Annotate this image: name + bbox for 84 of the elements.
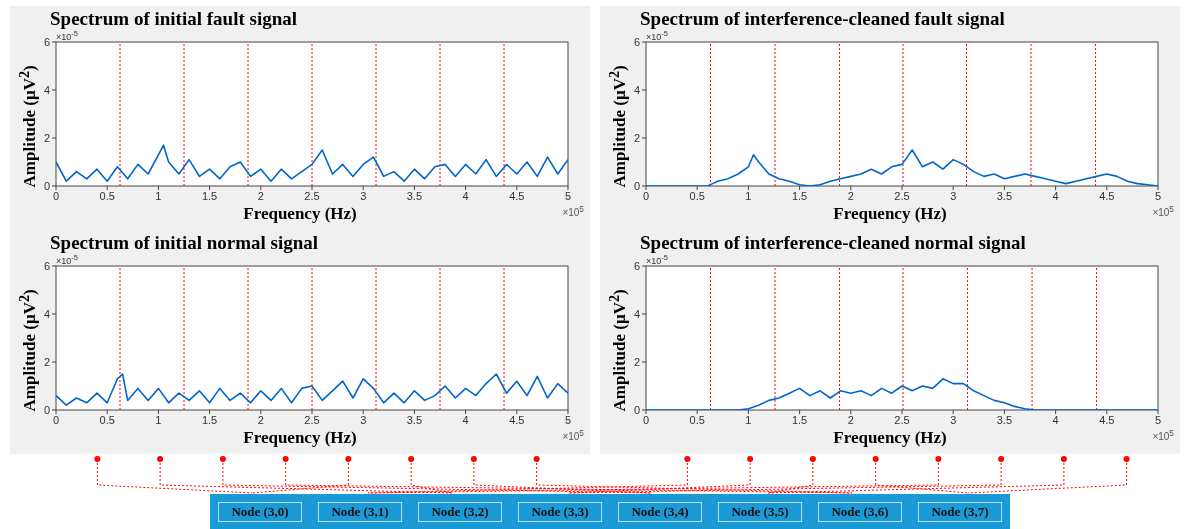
category-label: Node (3,2) xyxy=(418,502,502,522)
annotation: ×10$^{-5}$ xyxy=(646,253,668,266)
chart-title: Spectrum of initial fault signal xyxy=(50,8,298,30)
y-tick-label: 6 xyxy=(633,259,640,272)
x-tick-label: 2 xyxy=(257,189,264,202)
x-tick-label: 0 xyxy=(642,413,650,426)
x-tick-label: 2 xyxy=(847,413,854,426)
text: ×10$^{5}$ xyxy=(1152,204,1174,219)
y-tick-label: 6 xyxy=(43,35,50,48)
y-tick-label: 4 xyxy=(43,307,50,320)
y-tick-label: 6 xyxy=(633,35,640,48)
y-tick-label: 2 xyxy=(633,355,640,368)
x-tick-label: 3 xyxy=(950,413,957,426)
x-tick-label: 3 xyxy=(360,189,367,202)
x-tick-label: 4 xyxy=(1052,413,1059,426)
chart-title: Spectrum of initial normal signal xyxy=(50,232,319,254)
x-tick-label: 2 xyxy=(257,413,264,426)
x-tick-label: 0.5 xyxy=(99,413,115,426)
x-tick-label: 3.5 xyxy=(996,413,1013,426)
x-tick-label: 3.5 xyxy=(996,189,1013,202)
annotation: ×10$^{-5}$ xyxy=(646,29,668,42)
x-tick-label: 1.5 xyxy=(791,413,808,426)
x-tick-label: 4 xyxy=(1052,189,1059,202)
x-tick-label: 1 xyxy=(745,189,752,202)
x-tick-label: 2 xyxy=(847,189,854,202)
x-tick-label: 1.5 xyxy=(791,189,808,202)
x-tick-label: 5 xyxy=(564,189,572,202)
chart-title: Spectrum of interference-cleaned normal signal xyxy=(640,232,1026,254)
y-tick-label: 6 xyxy=(43,259,50,272)
y-tick-label: 2 xyxy=(43,355,50,368)
y-tick-label: 0 xyxy=(43,179,50,192)
text: ×10$^{5}$ xyxy=(1152,428,1174,443)
x-tick-label: 1 xyxy=(155,413,162,426)
y-tick-label: 2 xyxy=(43,131,50,144)
x-tick-label: 0.5 xyxy=(689,413,705,426)
category-label: Node (3,7) xyxy=(918,502,1002,522)
x-tick-label: 5 xyxy=(564,413,572,426)
category-label: Node (3,6) xyxy=(818,502,902,522)
category-label: Node (3,3) xyxy=(518,502,602,522)
x-tick-label: 3 xyxy=(950,189,957,202)
x-tick-label: 4.5 xyxy=(509,189,525,202)
x-tick-label: 1.5 xyxy=(201,189,218,202)
x-tick-label: 0 xyxy=(52,189,60,202)
x-tick-label: 5 xyxy=(1154,189,1162,202)
annotation: ×10$^{-5}$ xyxy=(56,253,78,266)
category-label: Node (3,0) xyxy=(218,502,302,522)
x-tick-label: 4 xyxy=(462,189,469,202)
category-label: Node (3,4) xyxy=(618,502,702,522)
y-tick-label: 0 xyxy=(633,403,640,416)
y-tick-label: 4 xyxy=(633,307,640,320)
y-tick-label: 2 xyxy=(633,131,640,144)
x-tick-label: 4 xyxy=(462,413,469,426)
text: ×10$^{5}$ xyxy=(562,428,584,443)
x-tick-label: 0 xyxy=(642,189,650,202)
x-tick-label: 2.5 xyxy=(894,189,910,202)
x-axis-title: Frequency (Hz) xyxy=(833,204,947,223)
y-tick-label: 4 xyxy=(633,83,640,96)
x-tick-label: 1.5 xyxy=(201,413,218,426)
x-tick-label: 5 xyxy=(1154,413,1162,426)
x-axis-title: Frequency (Hz) xyxy=(243,428,357,447)
y-tick-label: 0 xyxy=(43,403,50,416)
x-tick-label: 2.5 xyxy=(304,413,320,426)
y-tick-label: 0 xyxy=(633,179,640,192)
text: ×10$^{5}$ xyxy=(562,204,584,219)
x-tick-label: 3 xyxy=(360,413,367,426)
x-axis-title: Frequency (Hz) xyxy=(243,204,357,223)
x-tick-label: 1 xyxy=(155,189,162,202)
x-tick-label: 3.5 xyxy=(406,413,423,426)
y-tick-label: 4 xyxy=(43,83,50,96)
category-label: Node (3,5) xyxy=(718,502,802,522)
chart-title: Spectrum of interference-cleaned fault signal xyxy=(640,8,1005,30)
annotation: ×10$^{-5}$ xyxy=(56,29,78,42)
x-tick-label: 4.5 xyxy=(1099,413,1115,426)
x-tick-label: 1 xyxy=(745,413,752,426)
x-tick-label: 4.5 xyxy=(1099,189,1115,202)
x-tick-label: 2.5 xyxy=(304,189,320,202)
x-tick-label: 0.5 xyxy=(689,189,705,202)
x-tick-label: 0.5 xyxy=(99,189,115,202)
x-axis-title: Frequency (Hz) xyxy=(833,428,947,447)
x-tick-label: 4.5 xyxy=(509,413,525,426)
category-label: Node (3,1) xyxy=(318,502,402,522)
x-tick-label: 3.5 xyxy=(406,189,423,202)
x-tick-label: 2.5 xyxy=(894,413,910,426)
x-tick-label: 0 xyxy=(52,413,60,426)
